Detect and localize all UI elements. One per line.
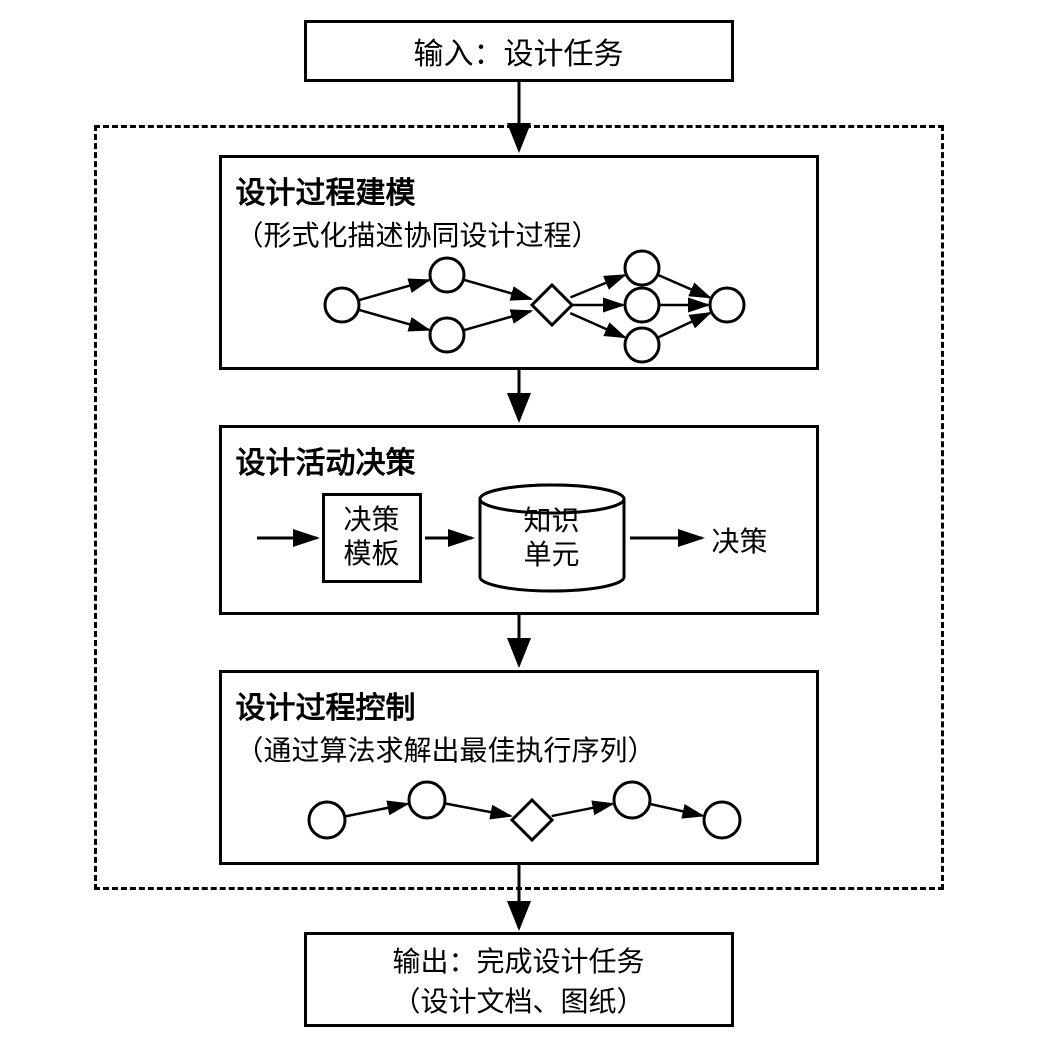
cylinder-line2: 单元 [477,539,627,573]
panel3-subtitle: （通过算法求解出最佳执行序列） [222,729,816,777]
flowchart-diagram: 输入：设计任务 设计过程建模 （形式化描述协同设计过程） 设计活动决策 决策 模… [24,20,1014,1030]
knowledge-cylinder: 知识 单元 [477,483,627,593]
panel1-subtitle: （形式化描述协同设计过程） [222,214,816,262]
output-line2: （设计文档、图纸） [392,980,644,1020]
input-box: 输入：设计任务 [304,20,734,82]
cylinder-line1: 知识 [477,505,627,539]
output-line1: 输出：完成设计任务 [392,940,644,980]
panel2-title: 设计活动决策 [222,428,816,484]
panel1-title: 设计过程建模 [222,158,816,214]
panel-modeling: 设计过程建模 （形式化描述协同设计过程） [219,155,819,370]
template-line1: 决策 [343,504,399,538]
panel-decision: 设计活动决策 决策 模板 知识 单元 决策 [219,425,819,615]
output-box: 输出：完成设计任务 （设计文档、图纸） [304,932,734,1027]
template-line2: 模板 [343,538,399,572]
decision-output-label: 决策 [712,520,768,560]
input-label: 输入：设计任务 [414,29,624,73]
panel3-title: 设计过程控制 [222,673,816,729]
panel-control: 设计过程控制 （通过算法求解出最佳执行序列） [219,670,819,865]
template-box: 决策 模板 [322,493,422,583]
